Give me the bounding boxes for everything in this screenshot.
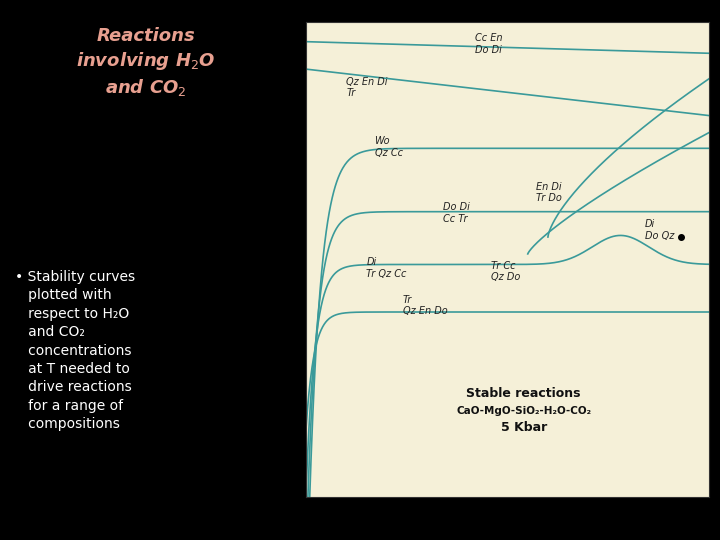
Text: Stable reactions: Stable reactions bbox=[467, 387, 581, 400]
Text: Do Di
Cc Tr: Do Di Cc Tr bbox=[443, 202, 470, 224]
Text: H₂O: H₂O bbox=[306, 518, 333, 532]
Text: Wo
Qz Cc: Wo Qz Cc bbox=[374, 137, 402, 158]
Text: CaO-MgO-SiO₂-H₂O-CO₂: CaO-MgO-SiO₂-H₂O-CO₂ bbox=[456, 406, 591, 416]
Text: Di
Tr Qz Cc: Di Tr Qz Cc bbox=[366, 258, 407, 279]
Text: Cc En
Do Di: Cc En Do Di bbox=[475, 33, 503, 55]
Text: Di
Do Qz: Di Do Qz bbox=[644, 219, 674, 241]
Text: T: T bbox=[261, 147, 270, 161]
Text: • Stability curves
   plotted with
   respect to H₂O
   and CO₂
   concentration: • Stability curves plotted with respect … bbox=[14, 270, 135, 431]
Text: Tr
Qz En Do: Tr Qz En Do bbox=[402, 295, 448, 316]
Text: CO₂: CO₂ bbox=[683, 518, 709, 532]
Text: Qz En Di
Tr: Qz En Di Tr bbox=[346, 77, 388, 98]
Text: En Di
Tr Do: En Di Tr Do bbox=[536, 182, 562, 204]
Text: Tr Cc
Qz Do: Tr Cc Qz Do bbox=[492, 260, 521, 282]
Text: °C: °C bbox=[257, 176, 274, 190]
Text: Reactions
involving H$_2$O
and CO$_2$: Reactions involving H$_2$O and CO$_2$ bbox=[76, 27, 215, 98]
Text: 5 Kbar: 5 Kbar bbox=[500, 421, 547, 434]
